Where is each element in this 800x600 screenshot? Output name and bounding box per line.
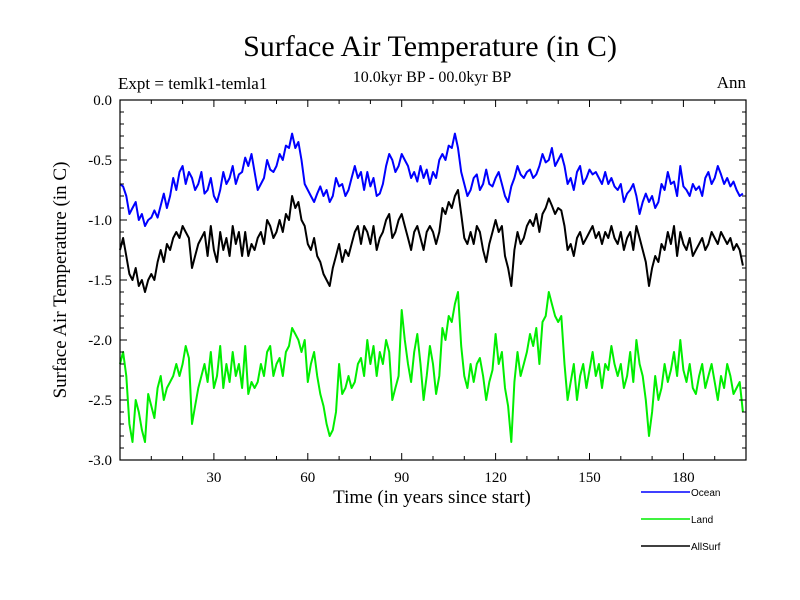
experiment-label: Expt = temlk1-temla1 xyxy=(118,74,267,93)
y-tick-label: -3.0 xyxy=(88,453,112,469)
legend-label-allsurf: AllSurf xyxy=(691,542,721,553)
y-tick-label: -2.5 xyxy=(88,393,112,409)
legend-label-ocean: Ocean xyxy=(691,488,720,499)
y-tick-label: -1.0 xyxy=(88,213,112,229)
legend-label-land: Land xyxy=(691,515,713,526)
x-tick-label: 60 xyxy=(300,470,315,486)
y-tick-label: -1.5 xyxy=(88,273,112,289)
x-tick-label: 90 xyxy=(394,470,409,486)
x-axis: 30 60 90 120 150 180 xyxy=(119,100,747,486)
series-layer xyxy=(119,132,744,443)
y-axis-label: Surface Air Temperature (in C) xyxy=(50,162,71,399)
series-line-allsurf xyxy=(119,189,744,293)
x-tick-label: 150 xyxy=(578,470,601,486)
chart-title: Surface Air Temperature (in C) xyxy=(243,30,617,63)
season-label: Ann xyxy=(717,73,747,92)
plot-area: 30 60 90 120 150 180 0.0 -0.5 -1.0 -1.5 -2.0 -2.5 -… xyxy=(88,93,747,486)
x-axis-label: Time (in years since start) xyxy=(333,487,531,508)
series-line-ocean xyxy=(119,132,744,227)
x-tick-label: 180 xyxy=(672,470,695,486)
y-tick-label: 0.0 xyxy=(93,93,112,109)
x-tick-label: 30 xyxy=(206,470,221,486)
y-tick-label: -0.5 xyxy=(88,153,112,169)
series-line-land xyxy=(119,291,744,443)
period-label: 10.0kyr BP - 00.0kyr BP xyxy=(353,69,512,86)
y-axis: 0.0 -0.5 -1.0 -1.5 -2.0 -2.5 -3.0 xyxy=(88,93,746,469)
x-tick-label: 120 xyxy=(484,470,507,486)
y-tick-label: -2.0 xyxy=(88,333,112,349)
legend: Ocean Land AllSurf xyxy=(641,488,721,553)
